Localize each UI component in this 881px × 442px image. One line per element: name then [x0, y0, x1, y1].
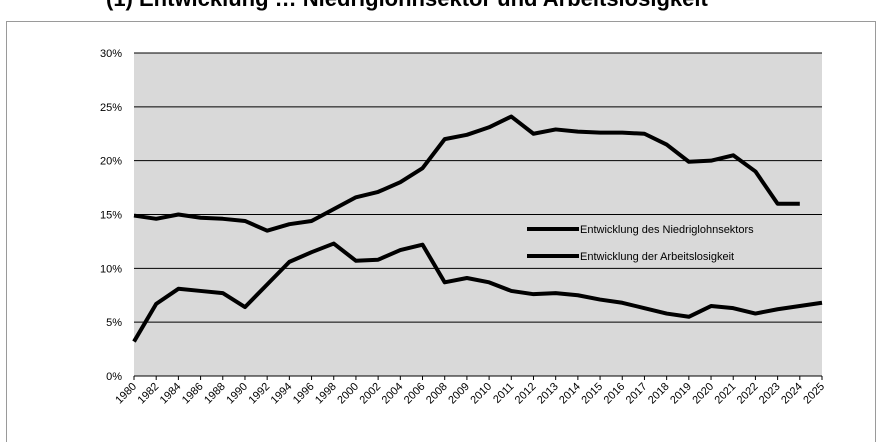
x-tick-label: 2024 — [779, 381, 805, 407]
legend-label-2: Entwicklung der Arbeitslosigkeit — [580, 251, 734, 263]
series-line-2 — [132, 241, 823, 343]
line-chart: 0%5%10%15%20%25%30%198019821984198619881… — [100, 48, 827, 407]
x-tick-label: 1986 — [180, 381, 206, 407]
series-line-1 — [133, 114, 800, 233]
chart-title: (1) Entwicklung … Niedriglohnsektor und … — [106, 0, 708, 12]
y-tick-label: 15% — [100, 210, 122, 222]
x-tick-label: 1990 — [224, 381, 250, 407]
y-tick-label: 10% — [100, 263, 122, 275]
x-tick-label: 1988 — [202, 381, 228, 407]
y-tick-label: 0% — [106, 371, 122, 383]
x-tick-label: 1984 — [158, 381, 184, 407]
x-tick-label: 2009 — [446, 381, 472, 407]
x-tick-label: 2010 — [468, 381, 494, 407]
x-tick-label: 1998 — [313, 381, 339, 407]
x-tick-label: 1982 — [136, 381, 162, 407]
x-tick-label: 2004 — [380, 381, 406, 407]
y-tick-label: 20% — [100, 156, 122, 168]
x-tick-label: 1994 — [269, 381, 295, 407]
x-tick-label: 1992 — [246, 381, 272, 407]
x-tick-label: 2025 — [801, 381, 827, 407]
x-tick-label: 2011 — [491, 381, 516, 406]
x-tick-label: 2014 — [557, 381, 583, 407]
x-tick-label: 2012 — [513, 381, 539, 407]
x-tick-label: 2017 — [624, 381, 650, 407]
x-tick-label: 2019 — [668, 381, 694, 407]
x-tick-label: 2006 — [402, 381, 428, 407]
x-tick-label: 2018 — [646, 381, 672, 407]
x-tick-label: 1980 — [113, 381, 139, 407]
y-tick-label: 5% — [106, 317, 122, 329]
x-tick-label: 2020 — [690, 381, 716, 407]
x-tick-label: 2022 — [735, 381, 761, 407]
x-tick-label: 2000 — [335, 381, 361, 407]
x-tick-label: 1996 — [291, 381, 317, 407]
chart-frame — [6, 21, 876, 442]
legend-label-1: Entwicklung des Niedriglohnsektors — [580, 224, 754, 236]
x-tick-label: 2023 — [757, 381, 783, 407]
x-tick-label: 2016 — [602, 381, 628, 407]
y-tick-label: 25% — [100, 102, 122, 114]
x-tick-label: 2002 — [357, 381, 383, 407]
x-tick-label: 2013 — [535, 381, 561, 407]
y-tick-label: 30% — [100, 48, 122, 60]
x-tick-label: 2008 — [424, 381, 450, 407]
x-tick-label: 2015 — [579, 381, 605, 407]
x-tick-label: 2021 — [713, 381, 739, 407]
